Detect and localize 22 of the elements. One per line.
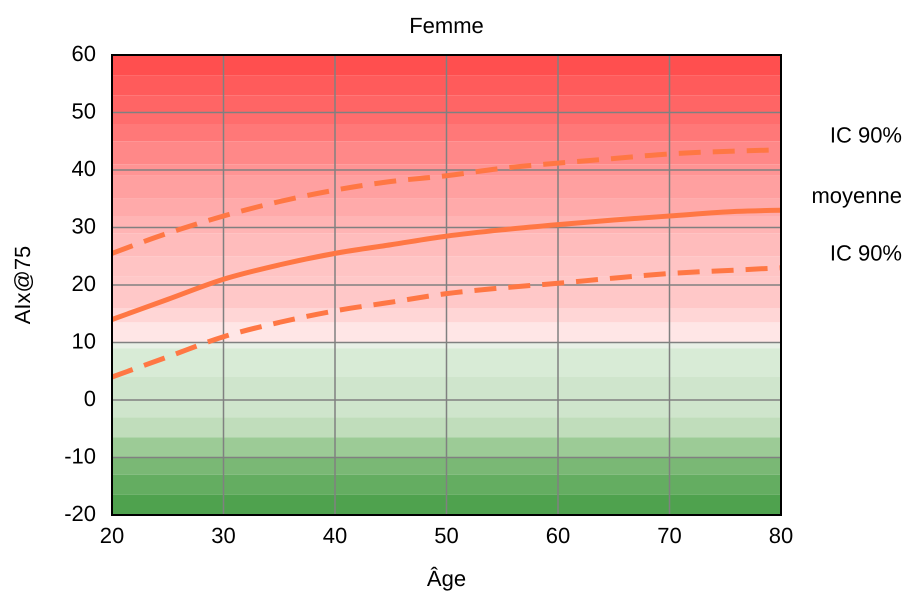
text: IC 90% (830, 240, 902, 266)
y-tick-label: 10 (72, 328, 96, 354)
y-tick-label: 20 (72, 270, 96, 296)
y-tick-label: 0 (84, 386, 96, 411)
x-tick-label: 30 (211, 523, 236, 548)
x-tick-label: 70 (657, 523, 682, 548)
x-tick-label: 80 (768, 523, 794, 548)
y-tick-label: 40 (72, 156, 96, 181)
series-label: moyenne (811, 183, 902, 208)
x-tick-label: 20 (100, 523, 124, 548)
y-axis-title: AIx@75 (10, 246, 35, 324)
x-tick-label: 50 (434, 523, 459, 548)
y-tick-label: 30 (72, 213, 96, 238)
y-tick-label: -10 (64, 443, 96, 468)
text: IC 90% (830, 122, 902, 148)
chart-title: Femme (409, 13, 484, 38)
x-tick-label: 40 (322, 523, 348, 548)
x-axis-title: Âge (426, 566, 466, 591)
y-tick-label: 50 (72, 98, 96, 124)
x-tick-label: 60 (546, 523, 570, 548)
y-tick-label: -20 (64, 500, 96, 526)
y-tick-label: 60 (72, 40, 96, 66)
